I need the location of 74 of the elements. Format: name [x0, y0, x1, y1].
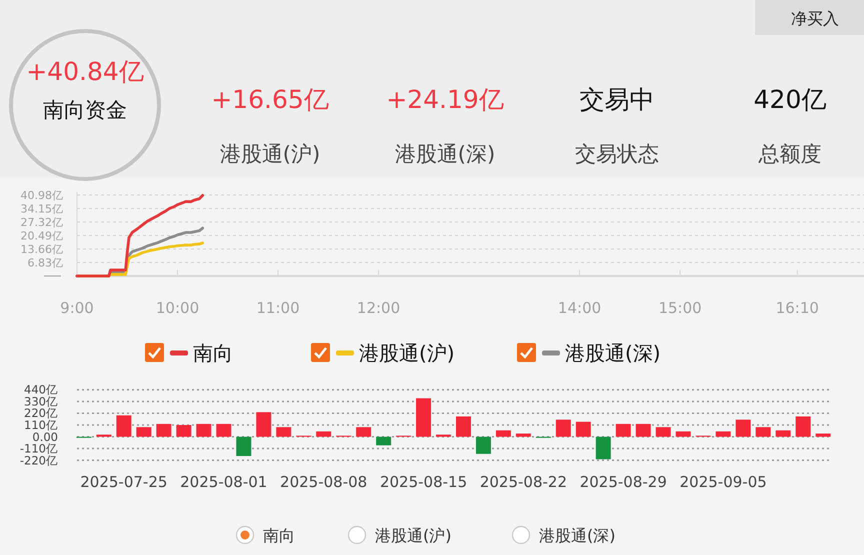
legend-label: 港股通(深) — [565, 341, 661, 365]
text: 港股通(深) — [394, 142, 496, 166]
y-tick-label: 34.15亿 — [20, 202, 63, 216]
x-tick-label: 14:00 — [558, 299, 602, 317]
y-tick-label: 20.49亿 — [20, 230, 63, 242]
bar — [516, 434, 531, 437]
bar — [816, 434, 831, 437]
y-tick-label: 330亿 — [24, 394, 58, 408]
y-tick-label: -110亿 — [20, 442, 58, 456]
bar — [736, 420, 751, 437]
bar — [256, 412, 272, 437]
x-tick-label: 10:00 — [156, 299, 200, 317]
bar — [176, 425, 192, 437]
x-tick-label: 2025-08-29 — [580, 473, 667, 491]
bar — [556, 420, 571, 437]
bar — [316, 431, 332, 437]
bar — [616, 424, 631, 437]
bar — [776, 430, 791, 437]
y-tick-label: 110亿 — [24, 418, 58, 432]
bar — [676, 431, 691, 437]
y-tick-label: 13.66亿 — [20, 243, 63, 256]
x-tick-label: 2025-08-08 — [280, 473, 368, 491]
x-tick-label: 9:00 — [60, 299, 94, 317]
text: 港股通(沪) — [220, 142, 320, 166]
x-tick-label: 12:00 — [356, 299, 400, 317]
bar — [636, 424, 651, 437]
bar — [756, 427, 771, 437]
bar — [716, 431, 731, 437]
text: 港股通(沪) — [375, 526, 452, 545]
text: 交易中 — [580, 85, 654, 114]
bar — [156, 424, 172, 437]
text: +16.65亿 — [211, 85, 329, 114]
y-tick-label: 27.32亿 — [20, 216, 63, 229]
legend-label: 港股通(沪) — [359, 341, 455, 365]
x-tick-label: 16:10 — [776, 299, 819, 317]
bar — [236, 436, 252, 456]
text: 总额度 — [758, 142, 822, 166]
x-tick-label: 2025-07-25 — [80, 473, 168, 491]
text: 交易状态 — [575, 142, 659, 166]
text: 净买入 — [791, 9, 839, 28]
x-tick-label: 2025-08-01 — [180, 473, 268, 491]
bar — [656, 427, 671, 437]
y-tick-label: 6.83亿 — [28, 256, 63, 270]
text: 420亿 — [754, 85, 826, 114]
bar — [596, 436, 611, 460]
legend-label: 南向 — [193, 341, 233, 365]
x-tick-label: 15:00 — [658, 299, 702, 317]
bar — [416, 398, 432, 437]
y-tick-label: -220亿 — [20, 453, 58, 468]
x-tick-label: 2025-09-05 — [680, 473, 767, 491]
bar — [796, 416, 811, 437]
bar — [356, 427, 372, 437]
x-tick-label: 2025-08-22 — [480, 473, 568, 491]
text: 南向资金 — [43, 98, 127, 122]
text: 南向 — [263, 526, 295, 545]
x-tick-label: 2025-08-15 — [380, 473, 468, 491]
text: 港股通(深) — [539, 526, 616, 545]
y-tick-label: 220亿 — [24, 406, 58, 420]
bar — [476, 436, 491, 454]
y-tick-label: 440亿 — [24, 382, 58, 397]
bar — [376, 436, 392, 446]
text: +24.19亿 — [386, 85, 504, 114]
bar — [196, 424, 212, 437]
bar — [116, 415, 132, 437]
y-tick-label: 0.00 — [32, 430, 58, 444]
bar — [276, 427, 292, 437]
bar — [456, 416, 471, 437]
bar — [136, 427, 152, 437]
bar — [496, 430, 511, 437]
bar — [576, 422, 591, 437]
bar — [216, 424, 232, 437]
text: +40.84亿 — [26, 57, 144, 86]
x-tick-label: 11:00 — [256, 299, 300, 317]
y-tick-label: 40.98亿 — [20, 189, 63, 202]
